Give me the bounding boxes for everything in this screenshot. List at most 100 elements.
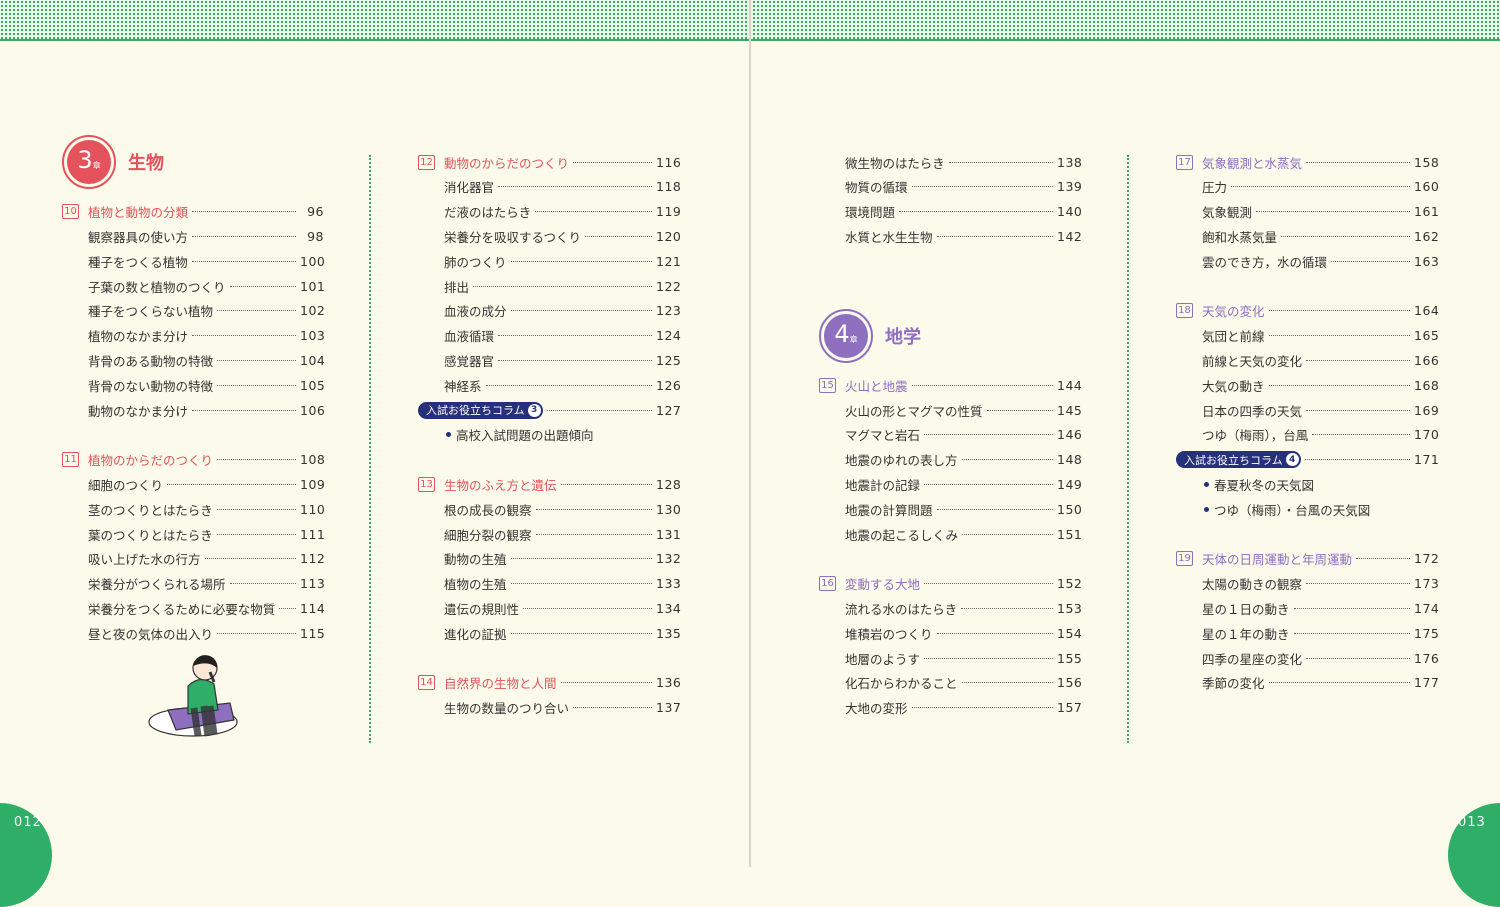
toc-item[interactable]: 気象観測 161 <box>1176 202 1439 222</box>
item-title: 種子をつくらない植物 <box>88 304 214 320</box>
toc-item[interactable]: 感覚器官 125 <box>418 350 681 370</box>
toc-item[interactable]: 飽和水蒸気量 162 <box>1176 226 1439 246</box>
toc-item[interactable]: 物質の循環 139 <box>819 177 1082 197</box>
page-ref: 160 <box>1414 179 1440 195</box>
toc-item[interactable]: 日本の四季の天気 169 <box>1176 400 1439 420</box>
page-ref: 171 <box>1414 452 1440 468</box>
toc-item[interactable]: 火山の形とマグマの性質 145 <box>819 400 1082 420</box>
toc-item[interactable]: 地震の起こるしくみ 151 <box>819 524 1082 544</box>
toc-column-feature[interactable]: 入試お役立ちコラム 3 127 <box>418 400 681 420</box>
dot-leader <box>485 384 652 386</box>
toc-item[interactable]: 流れる水のはたらき 153 <box>819 598 1082 618</box>
dot-leader <box>1268 310 1410 312</box>
section-number: 10 <box>62 204 79 220</box>
toc-item[interactable]: 排出 122 <box>418 276 681 296</box>
toc-item[interactable]: 水質と水生生物 142 <box>819 226 1082 246</box>
toc-item[interactable]: 子葉の数と植物のつくり 101 <box>62 276 326 296</box>
toc-section[interactable]: 18 天気の変化 164 <box>1176 301 1439 321</box>
toc-item[interactable]: 四季の星座の変化 176 <box>1176 648 1439 668</box>
toc-item[interactable]: 植物のなかま分け 103 <box>62 326 325 346</box>
toc-item[interactable]: 肺のつくり 121 <box>418 251 681 271</box>
toc-section[interactable]: 19 天体の日周運動と年周運動 172 <box>1176 549 1439 569</box>
toc-item[interactable]: 大地の変形 157 <box>819 698 1082 718</box>
toc-section[interactable]: 13 生物のふえ方と遺伝 128 <box>418 474 681 494</box>
page-ref: 135 <box>656 625 682 641</box>
toc-item[interactable]: 植物の生殖 133 <box>418 574 681 594</box>
toc-section[interactable]: 10 植物と動物の分類 96 <box>62 202 324 222</box>
toc-item[interactable]: 環境問題 140 <box>819 202 1082 222</box>
toc-item[interactable]: 遺伝の規則性 134 <box>418 598 681 618</box>
column-badge: 入試お役立ちコラム 4 <box>1176 451 1301 469</box>
toc-item[interactable]: 化石からわかること 156 <box>819 673 1082 693</box>
item-title: 環境問題 <box>845 205 896 221</box>
toc-item[interactable]: 地震計の記録 149 <box>819 474 1082 494</box>
dot-leader <box>217 459 296 461</box>
toc-item[interactable]: 観察器具の使い方 98 <box>62 226 324 246</box>
toc-item[interactable]: つゆ（梅雨），台風 170 <box>1176 425 1439 445</box>
toc-item[interactable]: 季節の変化 177 <box>1176 673 1439 693</box>
toc-item[interactable]: 種子をつくらない植物 102 <box>62 301 325 321</box>
toc-section[interactable]: 17 気象観測と水蒸気 158 <box>1176 152 1439 172</box>
toc-section[interactable]: 12 動物のからだのつくり 116 <box>418 152 681 172</box>
toc-item[interactable]: 気団と前線 165 <box>1176 326 1439 346</box>
page-ref: 101 <box>300 278 326 294</box>
section-number: 15 <box>819 377 836 393</box>
toc-section[interactable]: 15 火山と地震 144 <box>819 375 1082 395</box>
section-title: 植物と動物の分類 <box>88 205 189 221</box>
toc-item[interactable]: 神経系 126 <box>418 375 681 395</box>
toc-item[interactable]: 地震のゆれの表し方 148 <box>819 450 1082 470</box>
toc-item[interactable]: 大気の動き 168 <box>1176 375 1439 395</box>
item-title: 茎のつくりとはたらき <box>88 502 213 518</box>
toc-item[interactable]: 茎のつくりとはたらき 110 <box>62 499 325 519</box>
toc-item[interactable]: 微生物のはたらき 138 <box>819 152 1082 172</box>
toc-item[interactable]: 昼と夜の気体の出入り 115 <box>62 623 325 643</box>
toc-item[interactable]: 種子をつくる植物 100 <box>62 251 325 271</box>
toc-item[interactable]: 血液循環 124 <box>418 326 682 346</box>
toc-item[interactable]: 動物の生殖 132 <box>418 549 681 569</box>
toc-item[interactable]: 吸い上げた水の行方 112 <box>62 549 325 569</box>
toc-column-feature[interactable]: 入試お役立ちコラム 4 171 <box>1176 450 1440 470</box>
dot-leader <box>498 186 652 188</box>
toc-item[interactable]: 生物の数量のつり合い 137 <box>418 698 681 718</box>
page-ref: 113 <box>300 576 326 592</box>
toc-item[interactable]: 消化器官 118 <box>418 177 681 197</box>
toc-item[interactable]: 雲のでき方，水の循環 163 <box>1176 251 1439 271</box>
toc-item[interactable]: 細胞のつくり 109 <box>62 474 325 494</box>
toc-item[interactable]: 星の１日の動き 174 <box>1176 598 1440 618</box>
page-number-text: 013 <box>1458 815 1486 830</box>
toc-section[interactable]: 11 植物のからだのつくり 108 <box>62 450 325 470</box>
dot-leader <box>535 508 652 510</box>
toc-item[interactable]: 葉のつくりとはたらき 111 <box>62 524 325 544</box>
toc-item[interactable]: 前線と天気の変化 166 <box>1176 350 1439 370</box>
dot-leader <box>192 211 296 213</box>
dot-leader <box>1256 211 1410 213</box>
toc-item[interactable]: 背骨のない動物の特徴 105 <box>62 375 325 395</box>
toc-item[interactable]: 地層のようす 155 <box>819 648 1082 668</box>
toc-item[interactable]: 地震の計算問題 150 <box>819 499 1082 519</box>
toc-item[interactable]: 星の１年の動き 175 <box>1176 623 1439 643</box>
page-ref: 124 <box>656 328 682 344</box>
toc-item[interactable]: 堆積岩のつくり 154 <box>819 623 1082 643</box>
toc-item[interactable]: 細胞分裂の観察 131 <box>418 524 681 544</box>
toc-item[interactable]: 血液の成分 123 <box>418 301 681 321</box>
toc-item[interactable]: 進化の証拠 135 <box>418 623 682 643</box>
toc-item[interactable]: だ液のはたらき 119 <box>418 202 681 222</box>
toc-section[interactable]: 14 自然界の生物と人間 136 <box>418 673 681 693</box>
toc-item[interactable]: マグマと岩石 146 <box>819 425 1082 445</box>
toc-item[interactable]: 栄養分を吸収するつくり 120 <box>418 226 681 246</box>
toc-item[interactable]: 栄養分がつくられる場所 113 <box>62 574 326 594</box>
item-title: 感覚器官 <box>444 353 495 369</box>
toc-item[interactable]: 根の成長の観察 130 <box>418 499 682 519</box>
toc-item[interactable]: 背骨のある動物の特徴 104 <box>62 350 325 370</box>
page-ref: 174 <box>1414 600 1440 616</box>
item-title: 栄養分がつくられる場所 <box>88 577 226 593</box>
toc-section[interactable]: 16 変動する大地 152 <box>819 574 1082 594</box>
toc-item[interactable]: 動物のなかま分け 106 <box>62 400 325 420</box>
toc-item[interactable]: 栄養分をつくるために必要な物質 114 <box>62 598 325 618</box>
toc-item[interactable]: 圧力 160 <box>1176 177 1440 197</box>
page-ref: 130 <box>656 501 682 517</box>
item-title: 堆積岩のつくり <box>845 626 933 642</box>
toc-item[interactable]: 太陽の動きの観察 173 <box>1176 574 1439 594</box>
item-title: 圧力 <box>1202 180 1228 196</box>
chapter-suffix: 章 <box>92 161 101 170</box>
